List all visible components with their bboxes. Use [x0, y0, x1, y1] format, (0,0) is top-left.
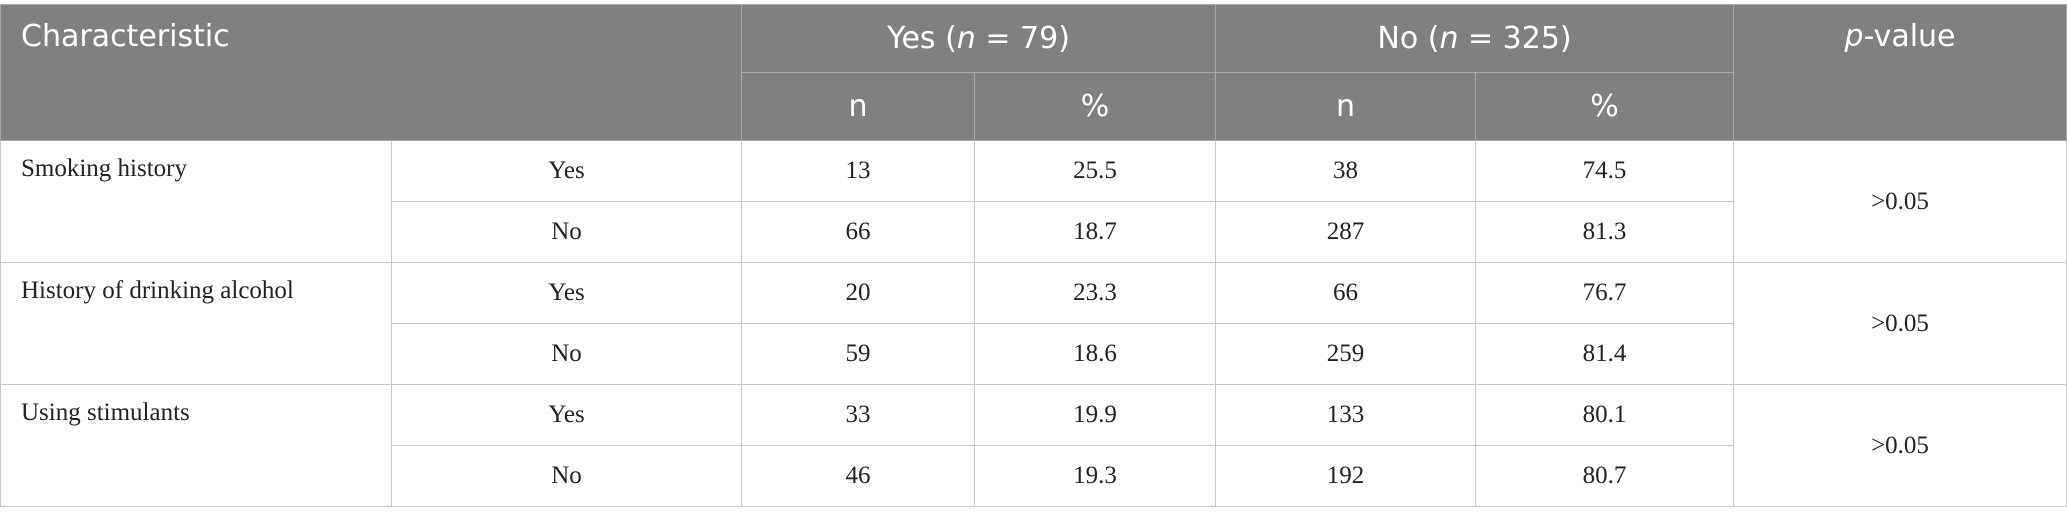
table-row: No 46 19.3 192 80.7	[1, 445, 2067, 507]
level-cell: No	[390, 445, 743, 507]
table-body: Smoking history Yes 13 25.5 38 74.5 >0.05 No 66 1…	[0, 140, 2067, 507]
value-cell: 13	[741, 140, 976, 202]
characteristic-cell: History of drinking alcohol	[0, 262, 392, 385]
table-row: Smoking history Yes 13 25.5 38 74.5 >0.05	[0, 140, 2067, 263]
text: -value	[1863, 19, 1956, 54]
text: No (	[1377, 21, 1440, 56]
text: = 79)	[975, 21, 1070, 56]
value-cell: 80.1	[1475, 384, 1735, 446]
text: Yes (	[887, 21, 957, 56]
value-cell: 66	[1215, 262, 1477, 324]
level-cell: No	[390, 201, 743, 263]
value-cell: 38	[1215, 140, 1477, 202]
value-cell: 19.3	[974, 445, 1217, 507]
value-cell: 33	[741, 384, 976, 446]
value-cell: 18.6	[974, 323, 1217, 385]
sub-header: %	[974, 72, 1217, 141]
value-cell: 81.4	[1475, 323, 1735, 385]
sub-header: %	[1475, 72, 1735, 141]
text: n	[1439, 21, 1459, 56]
characteristic-cell: Smoking history	[0, 140, 392, 263]
value-cell: 81.3	[1475, 201, 1735, 263]
characteristic-cell: Using stimulants	[0, 384, 392, 507]
value-cell: 80.7	[1475, 445, 1735, 507]
p-value-cell: >0.05	[1733, 262, 2067, 385]
value-cell: 25.5	[974, 140, 1217, 202]
sub-header: n	[741, 72, 976, 141]
data-table: Characteristic Yes (n = 79) No (n = 325)…	[0, 4, 2067, 507]
table-row: Using stimulants Yes 33 19.9 133 80.1 >0.05	[0, 384, 2067, 507]
value-cell: 20	[741, 262, 976, 324]
text: = 325)	[1458, 21, 1572, 56]
value-cell: 133	[1215, 384, 1477, 446]
header-cell: Characteristic	[0, 4, 743, 141]
group-header: Yes (n = 79)	[741, 4, 1217, 73]
level-cell: Yes	[390, 262, 743, 324]
table-row: No 59 18.6 259 81.4	[1, 323, 2067, 385]
value-cell: 259	[1215, 323, 1477, 385]
value-cell: 59	[741, 323, 976, 385]
p-value-cell: >0.05	[1733, 384, 2067, 507]
text: p	[1844, 19, 1864, 54]
table-row: History of drinking alcohol Yes 20 23.3 66 76…	[0, 262, 2067, 385]
group-header: No (n = 325)	[1215, 4, 1735, 73]
level-cell: No	[390, 323, 743, 385]
text: n	[956, 21, 976, 56]
level-cell: Yes	[390, 384, 743, 446]
p-value-cell: >0.05	[1733, 140, 2067, 263]
value-cell: 74.5	[1475, 140, 1735, 202]
value-cell: 66	[741, 201, 976, 263]
value-cell: 19.9	[974, 384, 1217, 446]
value-cell: 287	[1215, 201, 1477, 263]
level-cell: Yes	[390, 140, 743, 202]
value-cell: 18.7	[974, 201, 1217, 263]
value-cell: 192	[1215, 445, 1477, 507]
value-cell: 46	[741, 445, 976, 507]
sub-header: n	[1215, 72, 1477, 141]
value-cell: 23.3	[974, 262, 1217, 324]
header-cell: p-value	[1733, 4, 2067, 141]
value-cell: 76.7	[1475, 262, 1735, 324]
